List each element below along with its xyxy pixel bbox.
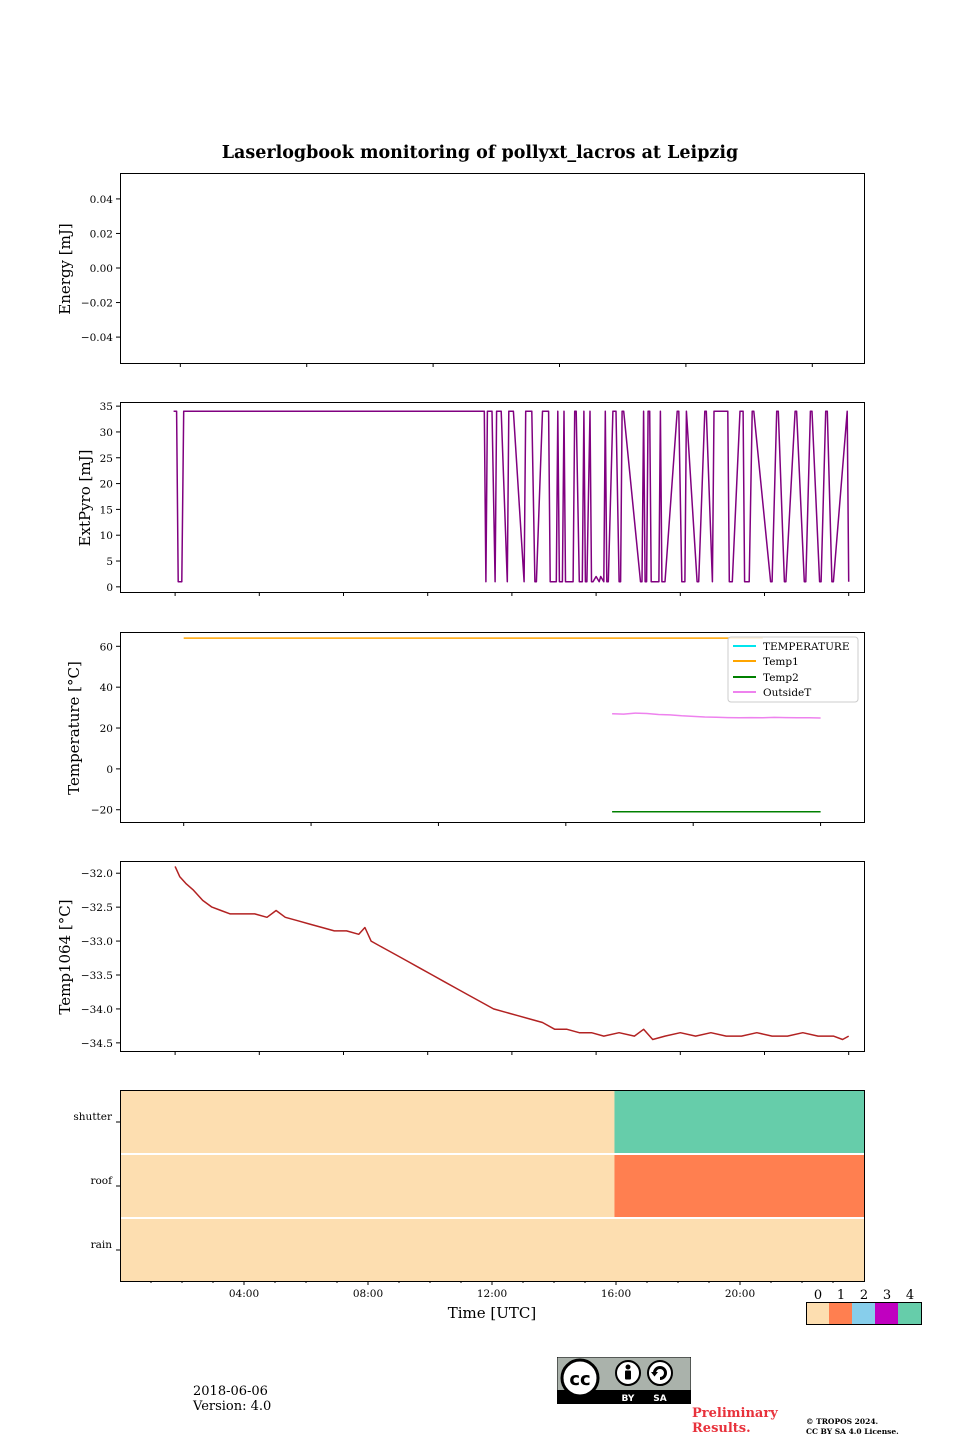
xtick-label-12: 12:00 [477,1288,507,1300]
colorbar-frame [806,1302,922,1325]
colorbar-tick-4: 4 [906,1288,914,1303]
status-cell-roof [120,1155,615,1217]
figure-title: Laserlogbook monitoring of pollyxt_lacro… [222,143,739,163]
ytick-label: 0.02 [90,228,113,240]
ytick-label: 20 [100,723,113,735]
legend-box [727,636,859,703]
ytick-label: 0.00 [90,263,113,275]
extpyro-panel: 0 5 10 15 20 25 30 35 ExtPyro [mJ] [76,401,865,596]
xtick-label-08: 08:00 [353,1288,383,1300]
status-row-label-rain: rain [91,1239,113,1251]
xtick-label-20: 20:00 [725,1288,755,1300]
ytick-label: −33.0 [81,936,113,948]
energy-axes-frame [120,173,865,364]
status-axes-frame [120,1090,865,1282]
temp1064-ylabel: Temp1064 [°C] [56,899,74,1014]
ytick-label: 40 [100,682,113,694]
status-cell-rain [120,1219,864,1282]
badge-sa-label: SA [653,1394,666,1404]
badge-by-label: BY [622,1394,635,1404]
temperature-panel: 60 40 20 0 −20 Temperature [°C] TEMPERATURE … [65,632,865,826]
colorbar-swatch-2 [852,1302,875,1325]
colorbar-swatch-4 [898,1302,921,1325]
preliminary-line-2: Results. [692,1421,751,1436]
colorbar-tick-0: 0 [814,1288,822,1303]
xtick-label-04: 04:00 [229,1288,259,1300]
energy-axes: 0.04 0.02 0.00 −0.02 −0.04 [81,194,813,367]
ytick-label: 60 [100,641,113,653]
ytick-label: 0.04 [90,194,114,206]
colorbar-swatch-1 [829,1302,852,1325]
cc-icon [560,1358,600,1398]
extpyro-axes: 0 5 10 15 20 25 30 35 [100,401,850,596]
ytick-label: −32.0 [81,868,113,880]
energy-panel: 0.04 0.02 0.00 −0.02 −0.04 Energy [mJ] [56,173,865,367]
copyright-line-1: © TROPOS 2024. [806,1417,879,1426]
status-panel: shutter roof rain 04:00 08:00 12:00 16:0… [73,1090,865,1322]
ytick-label: 0 [106,582,113,594]
ytick-label: −32.5 [81,902,113,914]
temperature-axes-frame [120,632,865,823]
ytick-label: 35 [100,401,113,413]
series-line-temp1064 [174,866,850,1041]
preliminary-note: Preliminary Results. [692,1406,778,1436]
ytick-label: −34.5 [81,1038,113,1050]
legend-label-temp1: Temp1 [763,656,799,668]
ytick-label: 15 [100,504,113,516]
ytick-label: −33.5 [81,970,113,982]
ytick-label: 20 [100,479,113,491]
sa-share-icon [647,1360,673,1386]
ytick-label: −34.0 [81,1004,113,1016]
ytick-label: −0.04 [81,332,113,344]
status-cell-shutter [120,1090,615,1153]
legend-label-temp2: Temp2 [763,672,799,684]
series-line-extpyro [173,410,850,583]
extpyro-ylabel: ExtPyro [mJ] [76,450,94,547]
ytick-label: 0 [106,764,113,776]
extpyro-axes-frame [120,402,865,593]
status-xlabel: Time [UTC] [448,1304,537,1322]
ytick-label: 25 [100,453,113,465]
ytick-label: 10 [100,530,113,542]
colorbar-swatch-0 [806,1302,829,1325]
temp1064-axes: −32.0 −32.5 −33.0 −33.5 −34.0 −34.5 [81,866,850,1055]
colorbar-swatch-3 [875,1302,898,1325]
plot-version: Version: 4.0 [193,1399,272,1414]
colorbar-tick-2: 2 [860,1288,868,1303]
temp1064-panel: −32.0 −32.5 −33.0 −33.5 −34.0 −34.5 Temp1064 … [56,861,865,1055]
colorbar-tick-1: 1 [837,1288,845,1303]
status-cell-roof [614,1155,864,1217]
ytick-label: −0.02 [81,298,113,310]
legend-label-outside: OutsideT [763,687,811,699]
date-version-block: 2018-06-06 Version: 4.0 [193,1384,271,1414]
status-row-label-shutter: shutter [73,1111,113,1123]
preliminary-line-1: Preliminary [692,1406,778,1421]
cc-by-sa-logo: cc BY SA [557,1357,691,1404]
temperature-legend: TEMPERATURE Temp1 Temp2 OutsideT [727,636,859,703]
temperature-axes: 60 40 20 0 −20 [91,637,822,826]
ytick-label: −20 [91,805,113,817]
svg-text:cc: cc [569,1369,590,1390]
copyright-note: © TROPOS 2024. CC BY SA 4.0 License. [806,1417,899,1437]
ytick-label: 30 [100,427,113,439]
status-cell-shutter [614,1090,864,1153]
legend-label-temperature: TEMPERATURE [763,641,850,653]
xtick-label-16: 16:00 [601,1288,631,1300]
energy-ylabel: Energy [mJ] [56,223,74,314]
status-colorbar: 0 1 2 3 4 [806,1288,922,1325]
status-row-label-roof: roof [90,1175,113,1187]
colorbar-tick-3: 3 [883,1288,891,1303]
copyright-line-2: CC BY SA 4.0 License. [806,1427,899,1436]
temp1064-axes-frame [120,861,865,1052]
series-line-outsidet [612,712,821,719]
plot-date: 2018-06-06 [193,1384,268,1399]
status-axes [120,1090,864,1285]
ytick-label: 5 [106,556,113,568]
temperature-ylabel: Temperature [°C] [65,661,83,795]
